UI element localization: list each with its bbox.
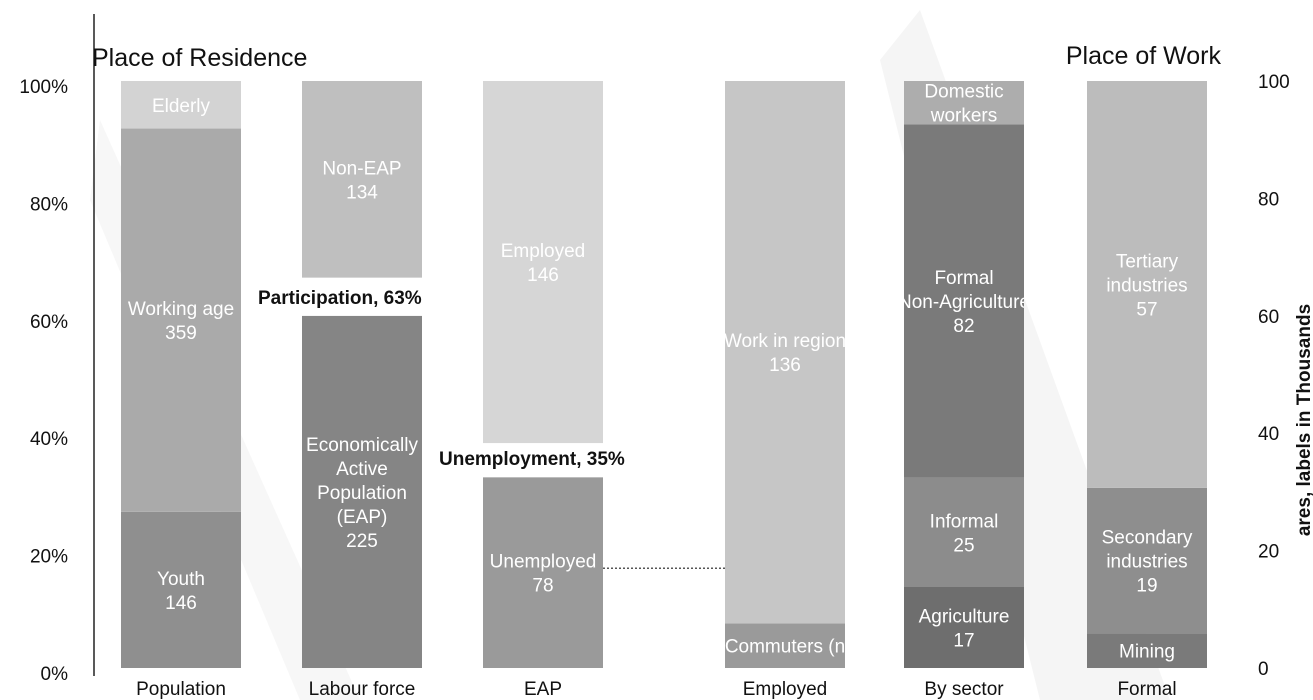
segment-label-formal-0: Mining bbox=[1119, 642, 1175, 663]
segment-label-population-2: Elderly bbox=[152, 96, 211, 117]
bars-layer: Youth 146 Working age 359 Elderly Economicall… bbox=[121, 81, 1207, 668]
annotation-unemployment-35: Unemployment, 35% bbox=[439, 449, 625, 470]
bar-segment-formal-2 bbox=[1087, 81, 1207, 488]
left-tick-label: 100% bbox=[19, 77, 68, 98]
right-axis-label: ares, labels in Thousands bbox=[1294, 304, 1313, 536]
segment-label-by-sector-2: Formal Non-Agriculture 82 bbox=[898, 268, 1030, 337]
bar-segment-population-0 bbox=[121, 511, 241, 668]
segment-label-population-1: Working age 359 bbox=[128, 299, 234, 344]
section-title-left: Place of Residence bbox=[92, 44, 307, 72]
segment-label-labour-force-0: Economically Active Population (EAP) 225 bbox=[306, 435, 418, 552]
bar-segment-formal-0 bbox=[1087, 633, 1207, 668]
bar-segment-by-sector-0 bbox=[904, 586, 1024, 668]
right-tick-label: 0 bbox=[1258, 659, 1269, 680]
bar-segment-population-2 bbox=[121, 81, 241, 129]
bar-segment-employed-0 bbox=[725, 623, 845, 668]
segment-label-eap-0: Unemployed 78 bbox=[490, 552, 597, 597]
annotation-background bbox=[435, 443, 640, 474]
category-label-population: Population bbox=[136, 679, 226, 700]
left-tick-label: 80% bbox=[30, 194, 68, 215]
bar-segment-formal-1 bbox=[1087, 487, 1207, 634]
right-axis-ticks: 0 20 40 60 80 100 bbox=[1258, 72, 1290, 680]
section-title-right: Place of Work bbox=[1066, 42, 1222, 70]
bar-segment-labour-force-0 bbox=[302, 315, 422, 668]
annotation-background bbox=[254, 281, 470, 312]
right-tick-label: 60 bbox=[1258, 307, 1279, 328]
bar-segment-population-1 bbox=[121, 128, 241, 512]
bar-segment-employed-1 bbox=[725, 81, 845, 624]
bar-segment-by-sector-2 bbox=[904, 124, 1024, 478]
left-tick-label: 0% bbox=[41, 664, 69, 685]
bar-segment-labour-force-2 bbox=[302, 81, 422, 278]
left-tick-label: 20% bbox=[30, 547, 68, 568]
bar-segment-by-sector-3 bbox=[904, 81, 1024, 125]
annotation-participation-63: Participation, 63% bbox=[258, 288, 422, 309]
annotations-layer: Participation, 63% Unemployment, 35% bbox=[254, 281, 640, 474]
right-tick-label: 20 bbox=[1258, 542, 1279, 563]
segment-label-formal-2: Tertiary industries 57 bbox=[1106, 251, 1187, 320]
category-label-by-sector: By sector bbox=[924, 679, 1004, 700]
bar-segment-eap-0 bbox=[483, 477, 603, 668]
segment-label-by-sector-1: Informal 25 bbox=[930, 511, 999, 556]
bar-segment-eap-2 bbox=[483, 81, 603, 444]
right-tick-label: 100 bbox=[1258, 72, 1290, 93]
right-tick-label: 80 bbox=[1258, 189, 1279, 210]
segment-label-by-sector-3: Domestic workers bbox=[924, 82, 1003, 127]
category-label-formal: Formal bbox=[1117, 679, 1176, 700]
segment-label-formal-1: Secondary industries 19 bbox=[1102, 528, 1193, 597]
segment-label-by-sector-0: Agriculture 17 bbox=[919, 606, 1010, 651]
category-label-labour-force: Labour force bbox=[309, 679, 416, 700]
bar-segment-by-sector-1 bbox=[904, 477, 1024, 587]
segment-label-employed-1: Work in region 136 bbox=[724, 331, 846, 376]
left-tick-label: 40% bbox=[30, 429, 68, 450]
category-label-eap: EAP bbox=[524, 679, 562, 700]
left-tick-label: 60% bbox=[30, 312, 68, 333]
category-labels: Population Labour force EAP Employed By sect… bbox=[136, 679, 1176, 700]
category-label-employed: Employed bbox=[743, 679, 828, 700]
left-axis-ticks: 0% 20% 40% 60% 80% 100% bbox=[19, 77, 68, 685]
segment-label-labour-force-2: Non-EAP 134 bbox=[322, 158, 401, 203]
segment-label-population-0: Youth 146 bbox=[157, 569, 205, 614]
segment-label-eap-2: Employed 146 bbox=[501, 241, 586, 286]
right-tick-label: 40 bbox=[1258, 424, 1279, 445]
segment-label-employed-0: Commuters (n bbox=[725, 637, 845, 658]
